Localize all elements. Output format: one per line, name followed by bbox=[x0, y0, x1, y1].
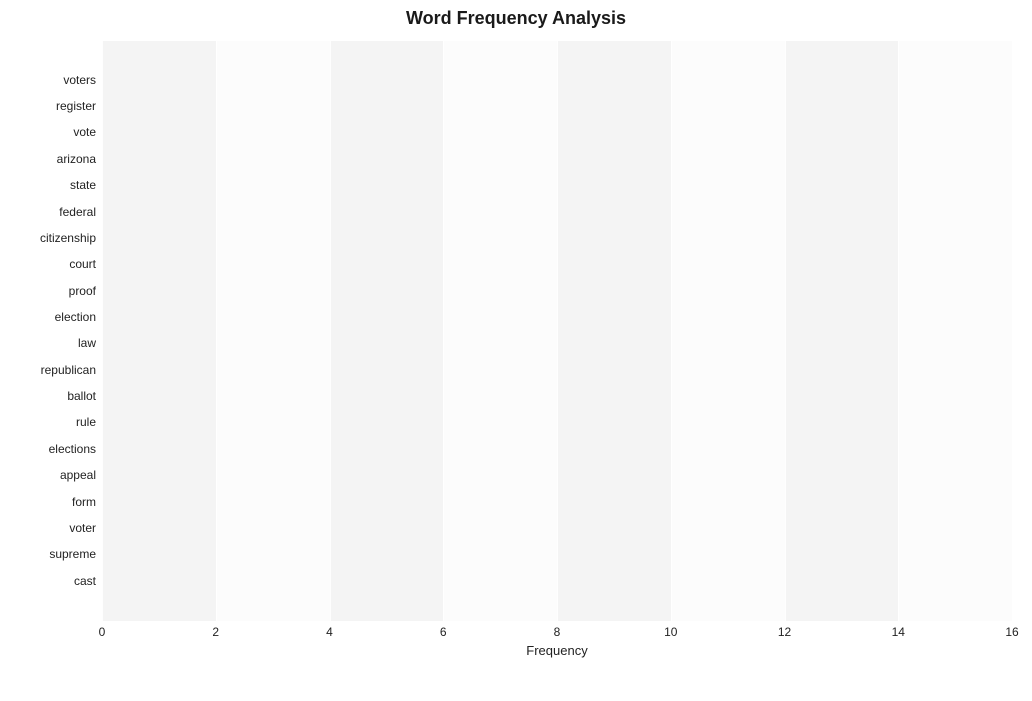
y-tick-label: law bbox=[78, 333, 102, 355]
y-tick-label: state bbox=[70, 175, 102, 197]
x-tick-label: 14 bbox=[892, 625, 905, 639]
x-tick-label: 16 bbox=[1005, 625, 1018, 639]
y-tick-label: register bbox=[56, 96, 102, 118]
x-tick-label: 2 bbox=[212, 625, 219, 639]
y-tick-label: elections bbox=[49, 439, 102, 461]
y-tick-label: election bbox=[55, 307, 102, 329]
y-tick-label: proof bbox=[69, 281, 102, 303]
chart-title: Word Frequency Analysis bbox=[10, 8, 1022, 29]
x-axis-title: Frequency bbox=[102, 643, 1012, 658]
x-axis: Frequency 0246810121416 bbox=[102, 621, 1012, 661]
plot-area: votersregistervotearizonastatefederalcit… bbox=[102, 41, 1012, 661]
x-tick-label: 8 bbox=[554, 625, 561, 639]
y-tick-label: court bbox=[69, 254, 102, 276]
y-tick-label: cast bbox=[74, 571, 102, 593]
y-tick-label: voter bbox=[69, 518, 102, 540]
bars-layer: votersregistervotearizonastatefederalcit… bbox=[102, 41, 1012, 621]
y-tick-label: citizenship bbox=[40, 228, 102, 250]
x-tick-label: 10 bbox=[664, 625, 677, 639]
y-tick-label: vote bbox=[73, 122, 102, 144]
grid-line bbox=[1012, 41, 1013, 621]
y-tick-label: supreme bbox=[49, 544, 102, 566]
y-tick-label: rule bbox=[76, 412, 102, 434]
x-tick-label: 6 bbox=[440, 625, 447, 639]
y-tick-label: ballot bbox=[67, 386, 102, 408]
x-tick-label: 12 bbox=[778, 625, 791, 639]
y-tick-label: arizona bbox=[57, 149, 102, 171]
y-tick-label: form bbox=[72, 492, 102, 514]
chart-container: Word Frequency Analysis votersregistervo… bbox=[0, 0, 1032, 701]
y-tick-label: republican bbox=[41, 360, 102, 382]
y-tick-label: federal bbox=[59, 202, 102, 224]
y-tick-label: appeal bbox=[60, 465, 102, 487]
y-tick-label: voters bbox=[63, 70, 102, 92]
x-tick-label: 4 bbox=[326, 625, 333, 639]
x-tick-label: 0 bbox=[99, 625, 106, 639]
